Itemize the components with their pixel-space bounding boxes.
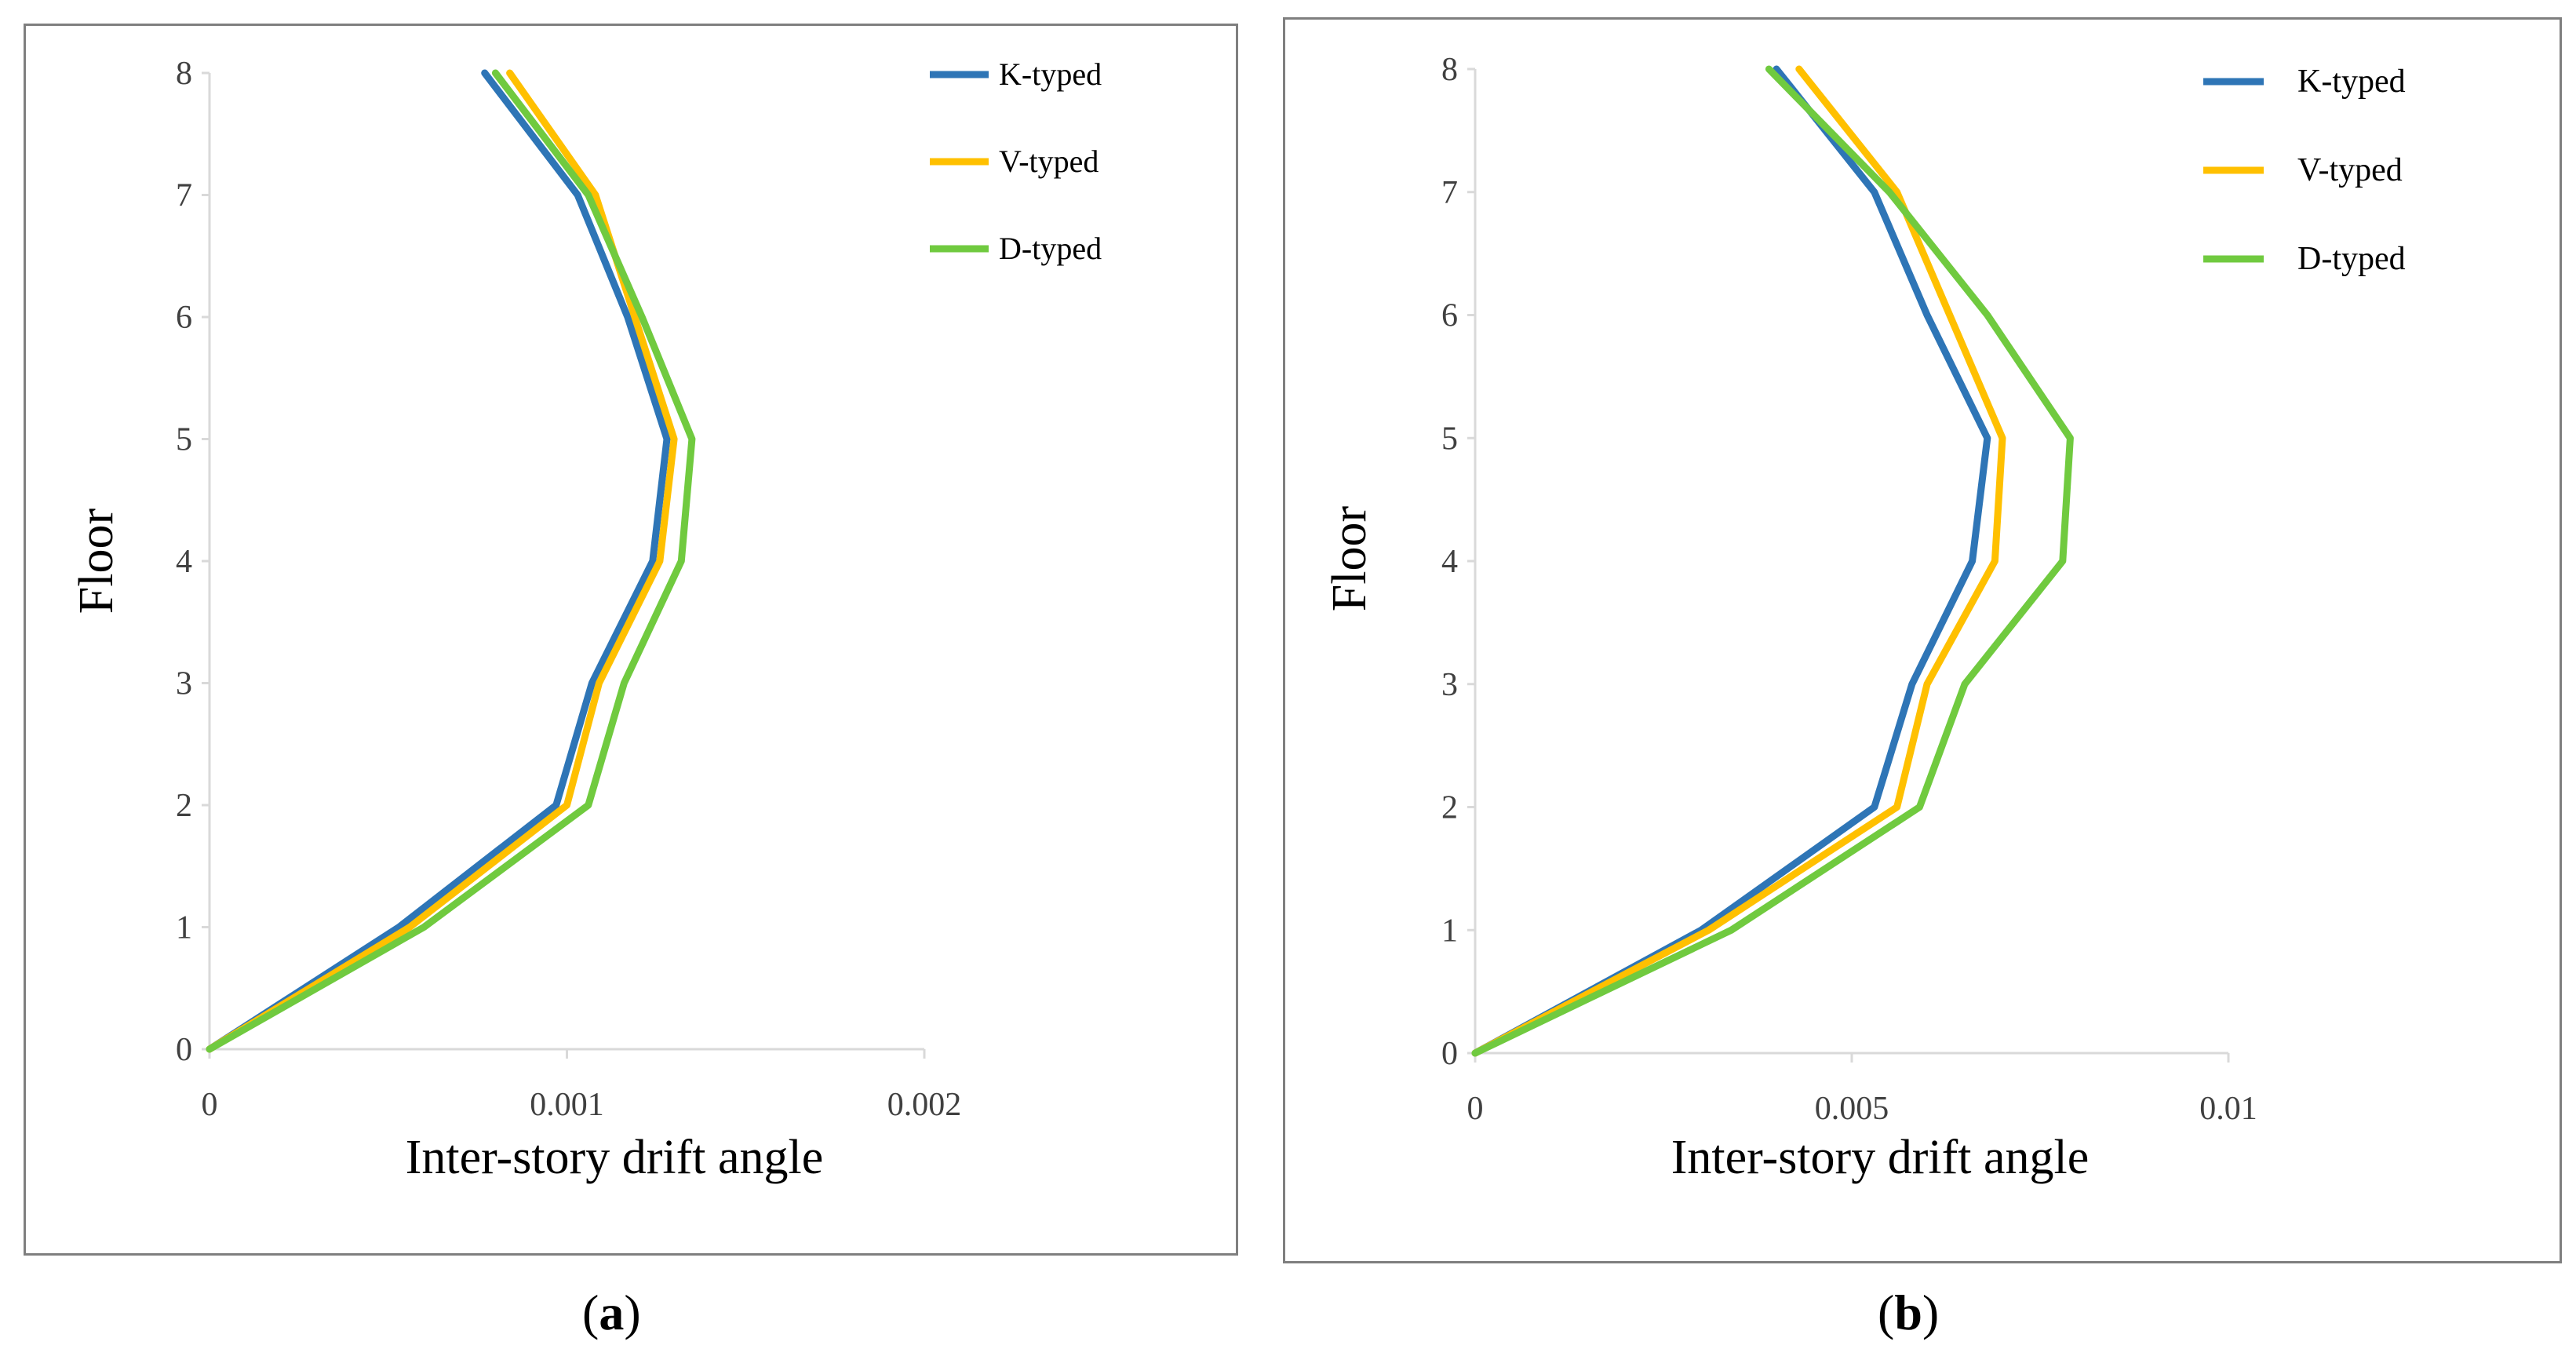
series-line-b-d-typed xyxy=(1471,65,2074,1057)
legend-label-a-v-typed: V-typed xyxy=(999,144,1099,179)
y-axis-title-b: Floor xyxy=(1323,505,1376,611)
y-tick-label-a-6: 6 xyxy=(176,300,192,336)
caption-b: (b) xyxy=(1878,1284,1939,1342)
y-tick-label-a-1: 1 xyxy=(176,910,192,946)
caption-a-open: ( xyxy=(582,1285,599,1340)
x-tick-label-b-0: 0 xyxy=(1467,1091,1484,1127)
x-tick-label-a-0: 0 xyxy=(202,1087,218,1123)
legend-label-b-d-typed: D-typed xyxy=(2297,241,2406,277)
caption-b-letter: b xyxy=(1894,1285,1922,1340)
y-tick-label-b-4: 4 xyxy=(1441,544,1458,580)
series-line-a-d-typed xyxy=(206,69,696,1053)
x-tick-label-a-1: 0.001 xyxy=(530,1087,604,1123)
x-axis-title-b: Inter-story drift angle xyxy=(1671,1131,2089,1184)
y-tick-label-b-0: 0 xyxy=(1441,1036,1458,1072)
y-tick-label-a-0: 0 xyxy=(176,1032,192,1068)
y-tick-label-b-7: 7 xyxy=(1441,175,1458,211)
legend-label-b-k-typed: K-typed xyxy=(2297,64,2406,100)
caption-a-letter: a xyxy=(599,1285,625,1340)
series-line-a-k-typed xyxy=(206,69,671,1053)
y-tick-label-b-3: 3 xyxy=(1441,667,1458,703)
y-tick-label-a-8: 8 xyxy=(176,56,192,92)
y-tick-label-b-6: 6 xyxy=(1441,298,1458,334)
y-tick-label-a-7: 7 xyxy=(176,178,192,214)
y-tick-label-b-1: 1 xyxy=(1441,913,1458,949)
y-tick-label-b-5: 5 xyxy=(1441,421,1458,457)
legend-label-a-k-typed: K-typed xyxy=(999,57,1102,92)
panel-b-frame xyxy=(1283,17,2562,1263)
caption-a: (a) xyxy=(582,1284,641,1342)
y-tick-label-b-8: 8 xyxy=(1441,52,1458,88)
caption-b-open: ( xyxy=(1878,1285,1895,1340)
caption-b-close: ) xyxy=(1922,1285,1940,1340)
legend-label-a-d-typed: D-typed xyxy=(999,231,1102,266)
series-line-b-v-typed xyxy=(1471,65,2006,1057)
y-tick-label-a-2: 2 xyxy=(176,788,192,824)
y-tick-label-a-5: 5 xyxy=(176,422,192,458)
x-tick-label-b-1: 0.005 xyxy=(1815,1091,1889,1127)
x-tick-label-a-2: 0.002 xyxy=(887,1087,962,1123)
caption-a-close: ) xyxy=(624,1285,641,1340)
x-axis-title-a: Inter-story drift angle xyxy=(406,1131,823,1184)
y-tick-label-b-2: 2 xyxy=(1441,790,1458,826)
y-tick-label-a-3: 3 xyxy=(176,666,192,702)
legend-label-b-v-typed: V-typed xyxy=(2297,152,2403,188)
y-axis-title-a: Floor xyxy=(70,508,123,614)
x-tick-label-b-2: 0.01 xyxy=(2199,1091,2257,1127)
y-tick-label-a-4: 4 xyxy=(176,544,192,580)
series-line-b-k-typed xyxy=(1471,65,1991,1057)
